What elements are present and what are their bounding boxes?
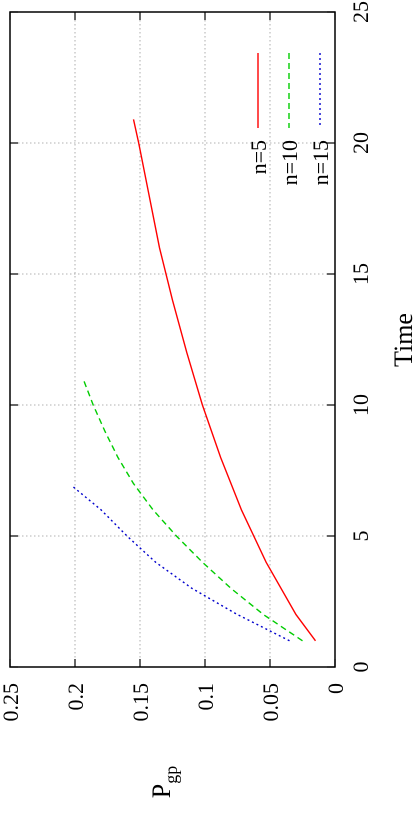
series-line-n-10 [83, 381, 303, 642]
x-tick-label: 20 [348, 132, 373, 154]
x-tick-label: 5 [348, 531, 373, 542]
x-axis-label: Time [389, 313, 415, 367]
legend: n=5 n=10 n=15 [246, 53, 333, 185]
y-tick-label: 0.05 [258, 683, 283, 722]
x-tick-label: 0 [348, 662, 373, 673]
y-tick-label: 0.2 [63, 683, 88, 711]
legend-label: n=15 [308, 140, 333, 185]
axis-ticks: 0 5 10 15 20 25 0 0.05 0.1 0.15 0.2 0.25 [0, 1, 373, 722]
series-lines [71, 119, 317, 642]
y-tick-label: 0 [323, 683, 348, 694]
y-tick-label: 0.1 [193, 683, 218, 711]
y-axis-label: Pgp [147, 766, 181, 798]
legend-label: n=5 [246, 140, 271, 174]
x-tick-label: 15 [348, 263, 373, 285]
y-tick-label: 0.25 [0, 683, 23, 722]
x-tick-label: 25 [348, 1, 373, 23]
x-tick-label: 10 [348, 394, 373, 416]
y-axis-label-subscript: gp [161, 766, 181, 784]
legend-label: n=10 [277, 140, 302, 185]
grid-lines [10, 12, 335, 667]
series-line-n-15 [71, 485, 290, 642]
plot-area-frame [9, 11, 336, 668]
y-tick-label: 0.15 [128, 683, 153, 722]
series-line-n-5 [132, 119, 317, 642]
y-axis-label-main: P [147, 784, 176, 798]
